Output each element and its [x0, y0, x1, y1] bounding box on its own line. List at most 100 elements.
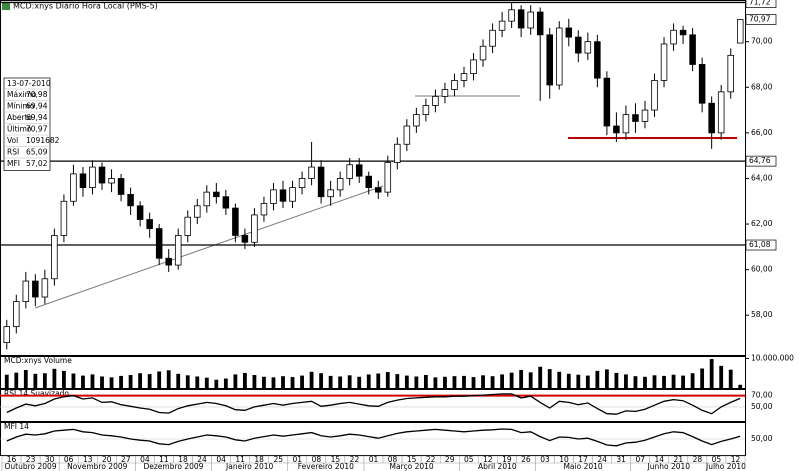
volume-bar: [4, 374, 9, 388]
month-label: Maio 2010: [563, 462, 602, 471]
icon[interactable]: [2, 2, 10, 10]
info-key: RSI: [7, 148, 19, 157]
x-tick-label: 31: [616, 455, 626, 464]
month-label: Abril 2010: [478, 462, 517, 471]
volume-bar: [271, 377, 276, 388]
x-tick-label: 26: [521, 455, 531, 464]
volume-bar: [604, 369, 609, 388]
candle-body: [89, 166, 96, 188]
candle-body: [479, 45, 487, 61]
volume-bar: [414, 376, 419, 388]
candle-body: [394, 143, 401, 163]
volume-bar: [662, 375, 666, 388]
candle-body: [441, 89, 449, 97]
x-tick-label: 05: [712, 455, 722, 464]
volume-bar: [109, 377, 114, 388]
x-tick-label: 04: [140, 455, 150, 464]
candle-body: [660, 43, 668, 81]
candle-body: [698, 64, 706, 104]
candle-body: [32, 280, 39, 298]
x-tick-label: 28: [693, 455, 703, 464]
volume-bar: [462, 375, 466, 388]
volume-bar: [404, 375, 409, 388]
candle-body: [736, 19, 744, 44]
volume-bar: [100, 376, 104, 388]
y-tick-label: 60,00: [751, 265, 773, 274]
x-tick-label: 24: [197, 455, 207, 464]
month-label: Junho 2010: [647, 462, 691, 471]
candle-body: [298, 178, 306, 188]
x-tick-label: 22: [426, 455, 436, 464]
level-box: [745, 155, 777, 167]
volume-bar: [500, 374, 505, 388]
candle-body: [79, 173, 87, 188]
x-tick-label: 03: [540, 455, 550, 464]
info-title: 13-07-2010: [7, 79, 51, 88]
x-tick-label: 15: [407, 455, 417, 464]
volume-bar: [700, 368, 705, 388]
x-tick-label: 21: [674, 455, 684, 464]
candle-body: [365, 175, 372, 188]
volume-bar: [71, 373, 76, 388]
volume-pane: [0, 356, 746, 389]
candle-body: [498, 20, 506, 31]
candle-body: [308, 166, 315, 179]
candle-body: [508, 9, 515, 22]
y-tick-label: 10.000.000: [751, 353, 794, 362]
x-tick-label: 13: [83, 455, 93, 464]
y-tick-label: 58,00: [751, 310, 773, 319]
candle-body: [717, 91, 725, 134]
volume-bar: [614, 372, 619, 388]
candle-body: [470, 59, 477, 74]
x-tick-label: 27: [121, 455, 131, 464]
y-tick-label: 50,00: [751, 434, 773, 443]
volume-bar: [681, 375, 685, 388]
volume-bar: [185, 375, 190, 388]
y-tick-label: 66,00: [751, 128, 773, 137]
pane-title: MFI 14: [4, 422, 29, 431]
candle-body: [70, 173, 77, 202]
candle-body: [279, 189, 287, 202]
candle-body: [641, 109, 649, 122]
volume-bar: [519, 369, 524, 388]
x-tick-label: 16: [7, 455, 17, 464]
y-tick-label: 50,00: [751, 402, 773, 411]
candle-body: [289, 187, 296, 202]
x-tick-label: 18: [254, 455, 264, 464]
x-tick-label: 14: [654, 455, 664, 464]
volume-bar: [443, 376, 447, 388]
info-key: MFI: [7, 159, 20, 168]
volume-bar: [643, 376, 647, 388]
y-tick-label: 62,00: [751, 219, 773, 228]
candle-body: [51, 235, 58, 280]
volume-bar: [319, 373, 324, 388]
x-tick-label: 18: [178, 455, 188, 464]
x-tick-label: 06: [64, 455, 74, 464]
info-value: 70,97: [26, 125, 48, 134]
volume-bar: [471, 377, 476, 388]
info-box: [3, 77, 51, 171]
candle-body: [603, 77, 611, 127]
volume-bar: [338, 376, 343, 388]
candle-body: [222, 196, 230, 209]
volume-bar: [423, 375, 428, 388]
volume-bar: [481, 375, 485, 388]
x-tick-label: 22: [350, 455, 360, 464]
candle-body: [203, 191, 211, 207]
x-tick-label: 10: [559, 455, 569, 464]
candle-body: [546, 34, 553, 86]
level-label: 64,76: [749, 156, 771, 165]
info-key: Vol: [7, 136, 18, 145]
candle-body: [689, 34, 696, 65]
candle-body: [555, 27, 563, 86]
candle-body: [232, 207, 239, 236]
pane-title: MCD:xnys Volume: [4, 356, 72, 365]
x-tick-label: 12: [731, 455, 741, 464]
candle-body: [108, 178, 115, 184]
info-value: 57,02: [26, 159, 48, 168]
month-label: Fevereiro 2010: [298, 462, 354, 471]
x-tick-label: 29: [445, 455, 455, 464]
candle-body: [213, 191, 220, 198]
candle-body: [632, 114, 639, 122]
